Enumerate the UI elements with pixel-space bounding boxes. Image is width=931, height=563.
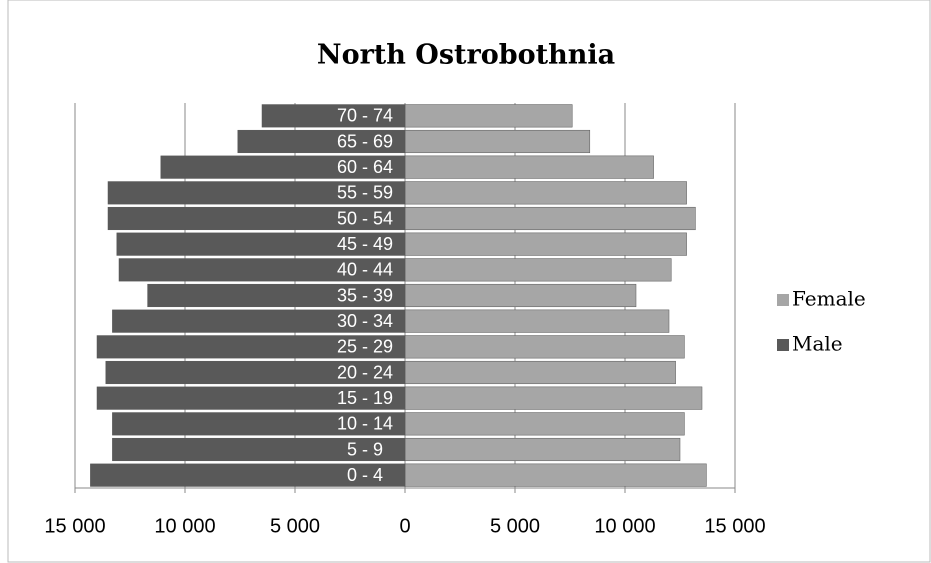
bar [105, 360, 406, 385]
category-label: 20 - 24 [337, 362, 393, 382]
x-tick-label: 10 000 [154, 515, 215, 537]
bar [404, 181, 687, 205]
bar [404, 463, 707, 487]
bar [96, 335, 406, 359]
category-label: 45 - 49 [337, 234, 393, 254]
bar [90, 463, 406, 487]
bar [147, 283, 406, 308]
bar [116, 232, 406, 256]
category-label: 35 - 39 [337, 285, 393, 305]
category-label: 40 - 44 [337, 260, 393, 280]
category-label: 25 - 29 [337, 337, 393, 357]
x-tick-label: 15 000 [44, 515, 105, 537]
bar [404, 206, 696, 231]
bar [112, 437, 406, 462]
chart-frame [7, 0, 931, 563]
category-label: 15 - 19 [337, 388, 393, 408]
bar [404, 104, 573, 128]
bar [404, 232, 687, 256]
bar [107, 181, 406, 205]
legend-label: Male [792, 332, 843, 356]
category-label: 0 - 4 [347, 465, 383, 485]
bar [96, 386, 406, 410]
bar [404, 437, 681, 462]
x-tick-label: 15 000 [704, 515, 765, 537]
chart-title: North Ostrobothnia [317, 40, 615, 71]
bar [404, 155, 654, 179]
x-tick-label: 5 000 [490, 515, 540, 537]
bar [404, 335, 685, 359]
category-label: 60 - 64 [337, 157, 393, 177]
category-label: 50 - 54 [337, 208, 393, 228]
x-tick-label: 0 [399, 515, 410, 537]
legend-swatch [777, 294, 789, 306]
category-label: 30 - 34 [337, 311, 393, 331]
category-label: 10 - 14 [337, 414, 393, 434]
bar [404, 412, 685, 436]
bar [112, 412, 406, 436]
bar [404, 283, 637, 308]
category-label: 65 - 69 [337, 131, 393, 151]
legend-swatch [777, 339, 789, 351]
bar [107, 206, 406, 231]
bar [404, 129, 591, 154]
bar [261, 104, 406, 128]
category-label: 5 - 9 [347, 439, 383, 459]
bar [118, 258, 406, 282]
legend-label: Female [792, 287, 866, 311]
bar [404, 258, 672, 282]
bar [404, 360, 676, 385]
x-tick-label: 5 000 [270, 515, 320, 537]
x-tick-label: 10 000 [594, 515, 655, 537]
bar [404, 386, 703, 410]
category-label: 70 - 74 [337, 106, 393, 126]
bar [237, 129, 406, 154]
bar [112, 309, 406, 333]
category-label: 55 - 59 [337, 183, 393, 203]
bar [160, 155, 406, 179]
bar [404, 309, 670, 333]
